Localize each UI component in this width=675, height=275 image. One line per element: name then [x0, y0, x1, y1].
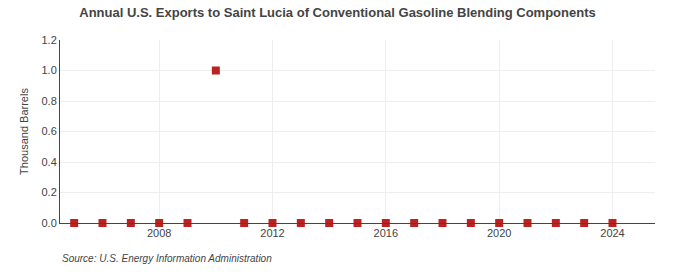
- svg-text:0.2: 0.2: [42, 186, 57, 198]
- svg-text:2008: 2008: [147, 227, 171, 239]
- svg-text:0.6: 0.6: [42, 125, 57, 137]
- svg-text:0.4: 0.4: [42, 156, 57, 168]
- svg-text:0.8: 0.8: [42, 95, 57, 107]
- svg-text:2024: 2024: [600, 227, 624, 239]
- svg-text:Annual U.S. Exports to Saint L: Annual U.S. Exports to Saint Lucia of Co…: [79, 5, 595, 20]
- svg-text:2020: 2020: [487, 227, 511, 239]
- svg-text:1.2: 1.2: [42, 34, 57, 46]
- svg-text:2016: 2016: [374, 227, 398, 239]
- svg-text:Thousand Barrels: Thousand Barrels: [18, 88, 30, 175]
- svg-text:2012: 2012: [260, 227, 284, 239]
- svg-text:0.0: 0.0: [42, 217, 57, 229]
- svg-text:Source: U.S. Energy Informatio: Source: U.S. Energy Information Administ…: [62, 253, 272, 264]
- svg-text:1.0: 1.0: [42, 64, 57, 76]
